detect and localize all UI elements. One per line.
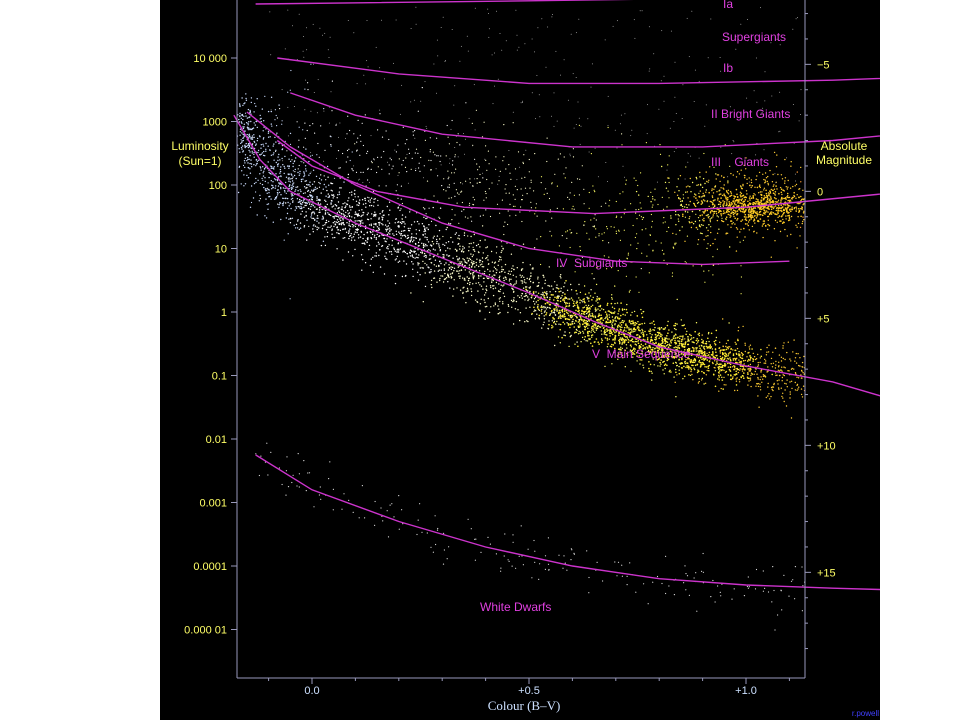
- sequence-curve-1: [277, 57, 880, 85]
- sequence-curve-0: [255, 0, 635, 5]
- y-axis-title-right-line2: Magnitude: [816, 153, 872, 167]
- sequence-curve-4: [246, 111, 790, 266]
- bottom-tick-label-0: 0.0: [304, 685, 319, 697]
- star-scatter-layer: [236, 6, 806, 631]
- x-axis-title: Colour (B–V): [488, 698, 561, 713]
- bottom-tick-label-1: +0.5: [518, 685, 540, 697]
- supergiants-label: Supergiants: [722, 30, 786, 44]
- sequence-label-4: IV Subgiants: [556, 256, 627, 270]
- sequence-curve-2: [290, 92, 880, 148]
- right-tick-label-0: −5: [817, 59, 830, 71]
- left-tick-label-7: 0.001: [199, 498, 227, 510]
- left-tick-label-5: 0.1: [212, 371, 227, 383]
- left-tick-label-2: 100: [209, 180, 227, 192]
- left-tick-label-9: 0.000 01: [184, 625, 227, 637]
- right-tick-label-4: +15: [817, 567, 836, 579]
- sequence-label-1: Ib: [723, 61, 733, 75]
- sequence-curve-5: [233, 114, 880, 397]
- left-tick-label-8: 0.0001: [193, 561, 227, 573]
- right-tick-label-2: +5: [817, 313, 830, 325]
- left-tick-label-1: 1000: [203, 117, 227, 129]
- left-tick-label-6: 0.01: [206, 434, 227, 446]
- hr-diagram-chart: Ia Ib II Bright Giants III Giants IV Subgian…: [171, 0, 880, 718]
- chart-axes: 10 000 1000 100 10 1 0.1 0.01 0.001 0.0001 0.000 …: [184, 0, 836, 697]
- chart-labels: Luminosity (Sun=1) Absolute Magnitude Co…: [171, 30, 879, 718]
- left-tick-label-0: 10 000: [193, 53, 227, 65]
- bottom-tick-label-2: +1.0: [735, 685, 757, 697]
- y-axis-title-left-line2: (Sun=1): [178, 154, 221, 168]
- sequence-label-5: V Main Sequence: [592, 347, 690, 361]
- sequence-curve-3: [276, 139, 880, 215]
- y-axis-title-right-line1: Absolute: [821, 139, 868, 153]
- left-tick-label-3: 10: [215, 244, 227, 256]
- y-axis-title-left-line1: Luminosity: [171, 139, 228, 153]
- right-tick-label-3: +10: [817, 440, 836, 452]
- sequence-label-3: III Giants: [711, 155, 769, 169]
- sequence-label-0: Ia: [723, 0, 733, 11]
- left-tick-label-4: 1: [221, 307, 227, 319]
- right-tick-label-1: 0: [817, 186, 823, 198]
- sequence-label-2: II Bright Giants: [711, 107, 790, 121]
- sequence-label-6: White Dwarfs: [480, 600, 551, 614]
- sequence-curve-6: [255, 454, 880, 591]
- luminosity-class-curves: Ia Ib II Bright Giants III Giants IV Subgian…: [233, 0, 880, 614]
- credit-label: r.powell: [852, 709, 879, 718]
- hr-diagram-panel: Ia Ib II Bright Giants III Giants IV Subgian…: [160, 0, 880, 720]
